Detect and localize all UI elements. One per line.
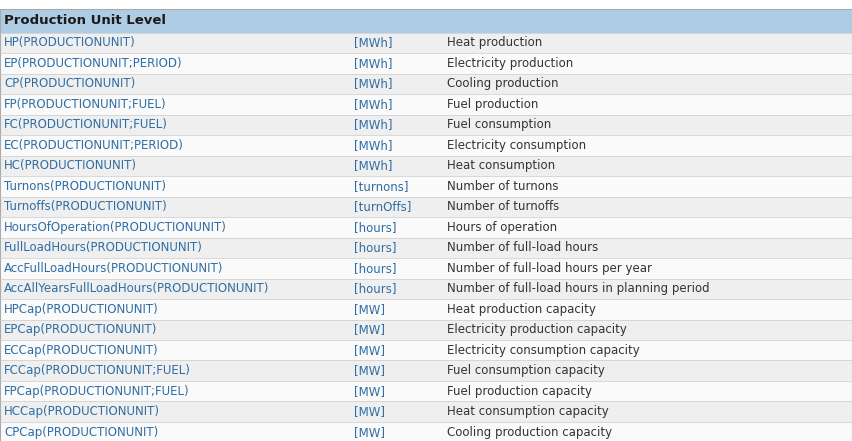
Text: Fuel production capacity: Fuel production capacity	[447, 385, 592, 398]
Text: Number of full-load hours per year: Number of full-load hours per year	[447, 262, 653, 275]
Text: Hours of operation: Hours of operation	[447, 221, 557, 234]
Text: [MWh]: [MWh]	[354, 118, 392, 131]
FancyBboxPatch shape	[0, 94, 852, 115]
Text: [hours]: [hours]	[354, 221, 396, 234]
Text: Fuel consumption: Fuel consumption	[447, 118, 551, 131]
FancyBboxPatch shape	[0, 115, 852, 135]
Text: Number of full-load hours: Number of full-load hours	[447, 241, 599, 254]
FancyBboxPatch shape	[0, 381, 852, 401]
Text: Production Unit Level: Production Unit Level	[4, 14, 166, 27]
Text: FPCap(PRODUCTIONUNIT;FUEL): FPCap(PRODUCTIONUNIT;FUEL)	[4, 385, 190, 398]
Text: [MW]: [MW]	[354, 385, 384, 398]
Text: Electricity consumption: Electricity consumption	[447, 139, 586, 152]
Text: Electricity production: Electricity production	[447, 57, 573, 70]
FancyBboxPatch shape	[0, 279, 852, 299]
Text: Cooling production capacity: Cooling production capacity	[447, 426, 613, 439]
Text: AccFullLoadHours(PRODUCTIONUNIT): AccFullLoadHours(PRODUCTIONUNIT)	[4, 262, 223, 275]
Text: CP(PRODUCTIONUNIT): CP(PRODUCTIONUNIT)	[4, 78, 135, 90]
Text: [turnons]: [turnons]	[354, 180, 408, 193]
FancyBboxPatch shape	[0, 217, 852, 238]
FancyBboxPatch shape	[0, 33, 852, 53]
Text: AccAllYearsFullLoadHours(PRODUCTIONUNIT): AccAllYearsFullLoadHours(PRODUCTIONUNIT)	[4, 282, 269, 295]
FancyBboxPatch shape	[0, 9, 852, 33]
FancyBboxPatch shape	[0, 74, 852, 94]
Text: HoursOfOperation(PRODUCTIONUNIT): HoursOfOperation(PRODUCTIONUNIT)	[4, 221, 227, 234]
Text: FP(PRODUCTIONUNIT;FUEL): FP(PRODUCTIONUNIT;FUEL)	[4, 98, 167, 111]
Text: [MW]: [MW]	[354, 426, 384, 439]
FancyBboxPatch shape	[0, 197, 852, 217]
FancyBboxPatch shape	[0, 422, 852, 441]
FancyBboxPatch shape	[0, 360, 852, 381]
Text: Number of turnons: Number of turnons	[447, 180, 559, 193]
Text: Electricity consumption capacity: Electricity consumption capacity	[447, 344, 640, 357]
Text: Turnoffs(PRODUCTIONUNIT): Turnoffs(PRODUCTIONUNIT)	[4, 200, 167, 213]
FancyBboxPatch shape	[0, 156, 852, 176]
FancyBboxPatch shape	[0, 299, 852, 320]
Text: Heat production: Heat production	[447, 37, 543, 49]
Text: HP(PRODUCTIONUNIT): HP(PRODUCTIONUNIT)	[4, 37, 136, 49]
Text: Cooling production: Cooling production	[447, 78, 559, 90]
Text: [MWh]: [MWh]	[354, 159, 392, 172]
Text: FullLoadHours(PRODUCTIONUNIT): FullLoadHours(PRODUCTIONUNIT)	[4, 241, 203, 254]
FancyBboxPatch shape	[0, 238, 852, 258]
Text: Fuel production: Fuel production	[447, 98, 538, 111]
Text: EPCap(PRODUCTIONUNIT): EPCap(PRODUCTIONUNIT)	[4, 323, 158, 336]
Text: FC(PRODUCTIONUNIT;FUEL): FC(PRODUCTIONUNIT;FUEL)	[4, 118, 168, 131]
Text: [MW]: [MW]	[354, 303, 384, 316]
Text: EP(PRODUCTIONUNIT;PERIOD): EP(PRODUCTIONUNIT;PERIOD)	[4, 57, 183, 70]
Text: Fuel consumption capacity: Fuel consumption capacity	[447, 364, 605, 377]
Text: Turnons(PRODUCTIONUNIT): Turnons(PRODUCTIONUNIT)	[4, 180, 166, 193]
FancyBboxPatch shape	[0, 401, 852, 422]
Text: [MWh]: [MWh]	[354, 139, 392, 152]
Text: [MWh]: [MWh]	[354, 78, 392, 90]
Text: Number of turnoffs: Number of turnoffs	[447, 200, 560, 213]
FancyBboxPatch shape	[0, 340, 852, 360]
Text: Heat production capacity: Heat production capacity	[447, 303, 596, 316]
FancyBboxPatch shape	[0, 258, 852, 279]
Text: HC(PRODUCTIONUNIT): HC(PRODUCTIONUNIT)	[4, 159, 137, 172]
Text: [MW]: [MW]	[354, 364, 384, 377]
Text: CPCap(PRODUCTIONUNIT): CPCap(PRODUCTIONUNIT)	[4, 426, 158, 439]
Text: [hours]: [hours]	[354, 262, 396, 275]
FancyBboxPatch shape	[0, 176, 852, 197]
Text: FCCap(PRODUCTIONUNIT;FUEL): FCCap(PRODUCTIONUNIT;FUEL)	[4, 364, 191, 377]
Text: HCCap(PRODUCTIONUNIT): HCCap(PRODUCTIONUNIT)	[4, 405, 160, 418]
Text: [MW]: [MW]	[354, 405, 384, 418]
Text: [MW]: [MW]	[354, 344, 384, 357]
Text: [hours]: [hours]	[354, 282, 396, 295]
Text: Number of full-load hours in planning period: Number of full-load hours in planning pe…	[447, 282, 710, 295]
Text: ECCap(PRODUCTIONUNIT): ECCap(PRODUCTIONUNIT)	[4, 344, 158, 357]
Text: Heat consumption capacity: Heat consumption capacity	[447, 405, 609, 418]
FancyBboxPatch shape	[0, 53, 852, 74]
FancyBboxPatch shape	[0, 135, 852, 156]
Text: [MW]: [MW]	[354, 323, 384, 336]
Text: [turnOffs]: [turnOffs]	[354, 200, 411, 213]
Text: [MWh]: [MWh]	[354, 37, 392, 49]
FancyBboxPatch shape	[0, 320, 852, 340]
Text: [MWh]: [MWh]	[354, 57, 392, 70]
Text: HPCap(PRODUCTIONUNIT): HPCap(PRODUCTIONUNIT)	[4, 303, 159, 316]
Text: Heat consumption: Heat consumption	[447, 159, 556, 172]
Text: [hours]: [hours]	[354, 241, 396, 254]
Text: Electricity production capacity: Electricity production capacity	[447, 323, 627, 336]
Text: EC(PRODUCTIONUNIT;PERIOD): EC(PRODUCTIONUNIT;PERIOD)	[4, 139, 184, 152]
Text: [MWh]: [MWh]	[354, 98, 392, 111]
